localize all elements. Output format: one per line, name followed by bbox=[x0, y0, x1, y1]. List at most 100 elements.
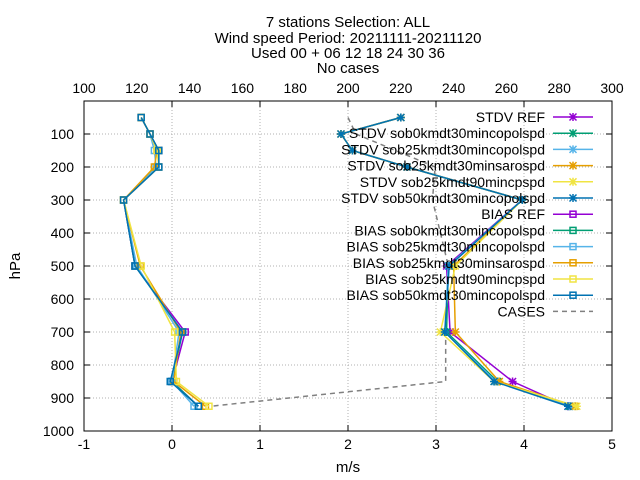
series-point bbox=[155, 146, 163, 155]
legend-label: BIAS sob25kmdt90mincpspd bbox=[365, 271, 545, 287]
legend-item: BIAS sob25kmdt90mincpspd bbox=[365, 271, 593, 287]
legend-item: STDV sob50kmdt30mincopolspd bbox=[341, 190, 593, 206]
series-5 bbox=[336, 113, 573, 411]
legend-item: BIAS sob50kmdt30mincopolspd bbox=[347, 287, 593, 303]
x2-tick-label: 240 bbox=[442, 80, 466, 96]
axis-ticks: -1 0 1 2 3 4 5 100 120 140 160 180 200 220 240 260 280 30… bbox=[43, 80, 624, 452]
legend-item: STDV REF bbox=[476, 109, 593, 125]
series-point bbox=[194, 402, 203, 410]
legend-item: CASES bbox=[498, 303, 593, 319]
legend-item: BIAS sob25kmdt30mincopolspd bbox=[347, 239, 593, 255]
series-point bbox=[495, 377, 504, 386]
series-point bbox=[119, 196, 128, 204]
legend-label: STDV REF bbox=[476, 109, 545, 125]
y-tick-label: 600 bbox=[51, 291, 75, 307]
legend-item: STDV sob25kmdt30mincopolspd bbox=[341, 141, 593, 157]
series-11 bbox=[119, 113, 203, 410]
series-point bbox=[508, 377, 517, 386]
legend-marker bbox=[568, 129, 578, 138]
x-tick-label: 0 bbox=[168, 436, 176, 452]
series-point bbox=[445, 261, 454, 271]
y-tick-label: 1000 bbox=[43, 423, 74, 439]
series-point bbox=[150, 163, 159, 171]
title-line-4: No cases bbox=[317, 60, 380, 77]
x2-tick-label: 200 bbox=[336, 80, 360, 96]
y-tick-label: 700 bbox=[51, 324, 75, 340]
series-point bbox=[436, 327, 445, 337]
y-tick-label: 100 bbox=[51, 126, 75, 142]
legend-label: STDV sob50kmdt30mincopolspd bbox=[341, 190, 545, 206]
legend-marker bbox=[568, 193, 578, 203]
x-tick-label: 3 bbox=[432, 436, 440, 452]
series-point bbox=[205, 402, 213, 410]
series-point bbox=[348, 146, 357, 155]
legend-label: STDV sob25kmdt30mincopolspd bbox=[341, 141, 545, 157]
legend-item: STDV sob25kmdt90mincpspd bbox=[360, 174, 593, 190]
series-point bbox=[336, 129, 345, 139]
legend-marker bbox=[568, 161, 578, 170]
legend-marker bbox=[569, 275, 577, 283]
legend-label: CASES bbox=[498, 303, 545, 319]
series-point bbox=[518, 195, 527, 205]
legend-marker bbox=[569, 259, 577, 267]
series-point bbox=[155, 163, 163, 171]
legend-marker bbox=[568, 177, 578, 186]
series-point bbox=[440, 327, 449, 337]
series-point bbox=[396, 113, 405, 122]
title-line-1: 7 stations Selection: ALL bbox=[266, 14, 430, 31]
grid bbox=[84, 101, 612, 431]
title-line-3: Used 00 + 06 12 18 24 30 36 bbox=[251, 45, 445, 62]
series-point bbox=[137, 113, 145, 122]
x-tick-label: -1 bbox=[78, 436, 91, 452]
x2-tick-label: 260 bbox=[495, 80, 519, 96]
legend-marker bbox=[569, 242, 577, 251]
legend-marker bbox=[569, 226, 577, 235]
legend-label: STDV sob25kmdt90mincpspd bbox=[360, 174, 545, 190]
x2-tick-label: 180 bbox=[284, 80, 308, 96]
y-tick-label: 400 bbox=[51, 225, 75, 241]
y-tick-label: 200 bbox=[51, 159, 75, 175]
x-axis-label: m/s bbox=[336, 459, 360, 476]
legend-item: STDV sob0kmdt30mincopolspd bbox=[349, 125, 593, 141]
series-point bbox=[572, 402, 581, 411]
x2-tick-label: 160 bbox=[231, 80, 255, 96]
series-point bbox=[131, 262, 139, 270]
legend-item: BIAS REF bbox=[481, 206, 593, 222]
x2-tick-label: 280 bbox=[548, 80, 572, 96]
x-tick-label: 1 bbox=[256, 436, 264, 452]
series-point bbox=[451, 327, 460, 337]
legend-label: STDV sob25kmdt30minsarospd bbox=[347, 158, 545, 174]
y-tick-label: 300 bbox=[51, 192, 75, 208]
y-tick-label: 500 bbox=[51, 258, 75, 274]
legend-marker bbox=[568, 112, 578, 122]
legend-item: BIAS sob25kmdt30minsarospd bbox=[353, 255, 593, 271]
series-point bbox=[563, 402, 573, 411]
y-tick-label: 900 bbox=[51, 390, 75, 406]
series-point bbox=[402, 162, 411, 172]
legend-label: BIAS sob25kmdt30minsarospd bbox=[353, 255, 545, 271]
x-tick-label: 5 bbox=[608, 436, 616, 452]
legend-label: BIAS sob25kmdt30mincopolspd bbox=[347, 239, 545, 255]
x2-tick-label: 220 bbox=[389, 80, 413, 96]
legend-label: BIAS sob50kmdt30mincopolspd bbox=[347, 287, 545, 303]
legend-marker bbox=[568, 145, 578, 154]
series-line bbox=[122, 117, 199, 407]
x2-tick-label: 140 bbox=[178, 80, 202, 96]
legend-label: STDV sob0kmdt30mincopolspd bbox=[349, 125, 545, 141]
chart-title: 7 stations Selection: ALL Wind speed Per… bbox=[215, 14, 482, 77]
x2-tick-label: 300 bbox=[600, 80, 624, 96]
title-line-2: Wind speed Period: 20211111-20211120 bbox=[215, 30, 482, 47]
x2-tick-label: 100 bbox=[72, 80, 96, 96]
legend-item: BIAS sob0kmdt30mincopolspd bbox=[354, 222, 593, 238]
y-tick-label: 800 bbox=[51, 357, 75, 373]
series-point bbox=[178, 328, 187, 336]
y-axis-label: hPa bbox=[7, 252, 24, 279]
cases-layer bbox=[210, 117, 450, 407]
x2-tick-label: 120 bbox=[125, 80, 149, 96]
series-point bbox=[490, 377, 499, 386]
legend-label: BIAS sob0kmdt30mincopolspd bbox=[354, 222, 545, 238]
series-point bbox=[146, 130, 154, 138]
x-tick-label: 2 bbox=[344, 436, 352, 452]
